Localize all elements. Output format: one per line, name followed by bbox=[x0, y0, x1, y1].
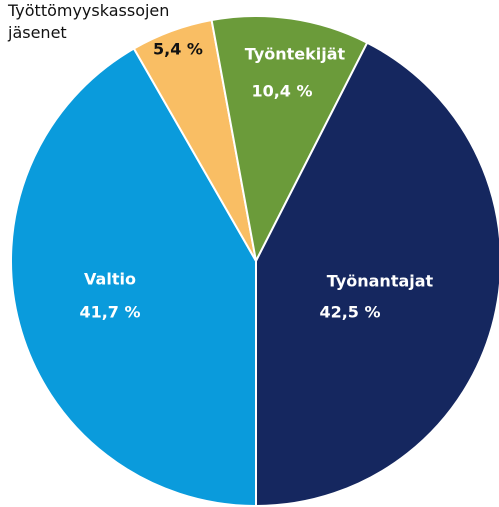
slice-label: Valtio bbox=[84, 270, 136, 289]
value-label: 41,7 % bbox=[79, 303, 140, 322]
value-label: 5,4 % bbox=[153, 40, 203, 59]
value-label: 42,5 % bbox=[319, 303, 380, 322]
value-label: 10,4 % bbox=[251, 82, 312, 101]
slice-label: Työnantajat bbox=[327, 272, 434, 291]
pie-slice bbox=[255, 41, 499, 507]
pie-slice bbox=[10, 47, 257, 507]
slice-label: Työntekijät bbox=[245, 45, 346, 64]
slice-label: Työttömyyskassojen jäsenet bbox=[8, 1, 170, 42]
pie-slice bbox=[210, 15, 369, 265]
